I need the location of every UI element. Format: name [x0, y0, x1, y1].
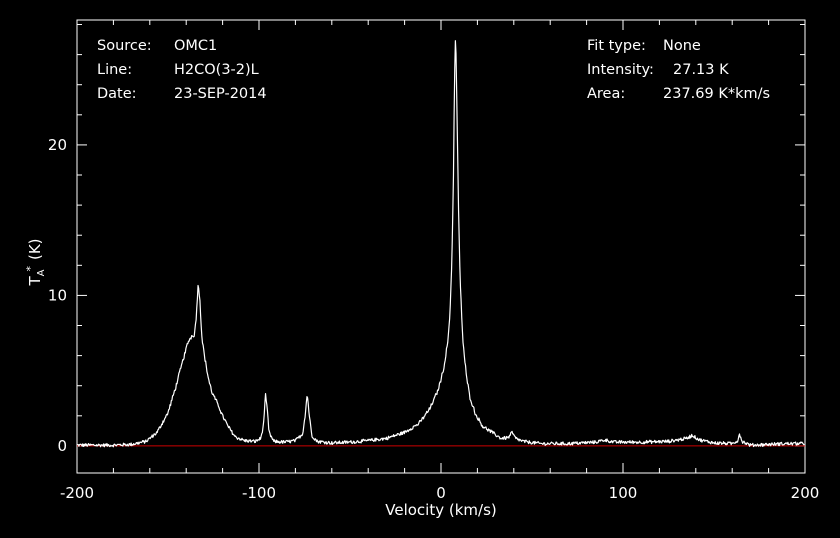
- y-axis-label-sup: *: [24, 266, 37, 272]
- intensity-value: 27.13 K: [673, 62, 729, 78]
- axis-tick-labels: -200 -100 0 100 200 0 10 20: [48, 136, 819, 502]
- source-value: OMC1: [174, 38, 217, 54]
- date-label: Date:: [97, 86, 137, 102]
- info-block-left: Source: OMC1 Line: H2CO(3-2)L Date: 23-S…: [97, 38, 267, 102]
- intensity-label: Intensity:: [587, 62, 654, 78]
- spectrum-series-line: [76, 40, 805, 448]
- axis-ticks: [76, 20, 806, 473]
- x-tick-label: -100: [242, 484, 276, 502]
- y-axis-label-main: T: [26, 276, 44, 287]
- fit-type-value: None: [663, 38, 701, 54]
- x-tick-label: 100: [609, 484, 638, 502]
- area-label: Area:: [587, 86, 625, 102]
- x-tick-label: -200: [60, 484, 94, 502]
- x-tick-label: 0: [436, 484, 446, 502]
- y-axis-label-unit: (K): [26, 238, 44, 260]
- y-axis-label: TA* (K): [24, 238, 47, 286]
- line-label: Line:: [97, 62, 132, 78]
- source-label: Source:: [97, 38, 152, 54]
- info-block-right: Fit type: None Intensity: 27.13 K Area: …: [587, 38, 770, 102]
- date-value: 23-SEP-2014: [174, 86, 267, 102]
- x-tick-label: 200: [791, 484, 820, 502]
- y-axis-label-sub: A: [36, 269, 47, 276]
- fit-type-label: Fit type:: [587, 38, 646, 54]
- line-value: H2CO(3-2)L: [174, 62, 259, 78]
- x-axis-label: Velocity (km/s): [385, 501, 496, 519]
- y-tick-label: 0: [57, 437, 67, 455]
- area-value: 237.69 K*km/s: [663, 86, 770, 102]
- y-tick-label: 10: [48, 286, 67, 304]
- y-tick-label: 20: [48, 136, 67, 154]
